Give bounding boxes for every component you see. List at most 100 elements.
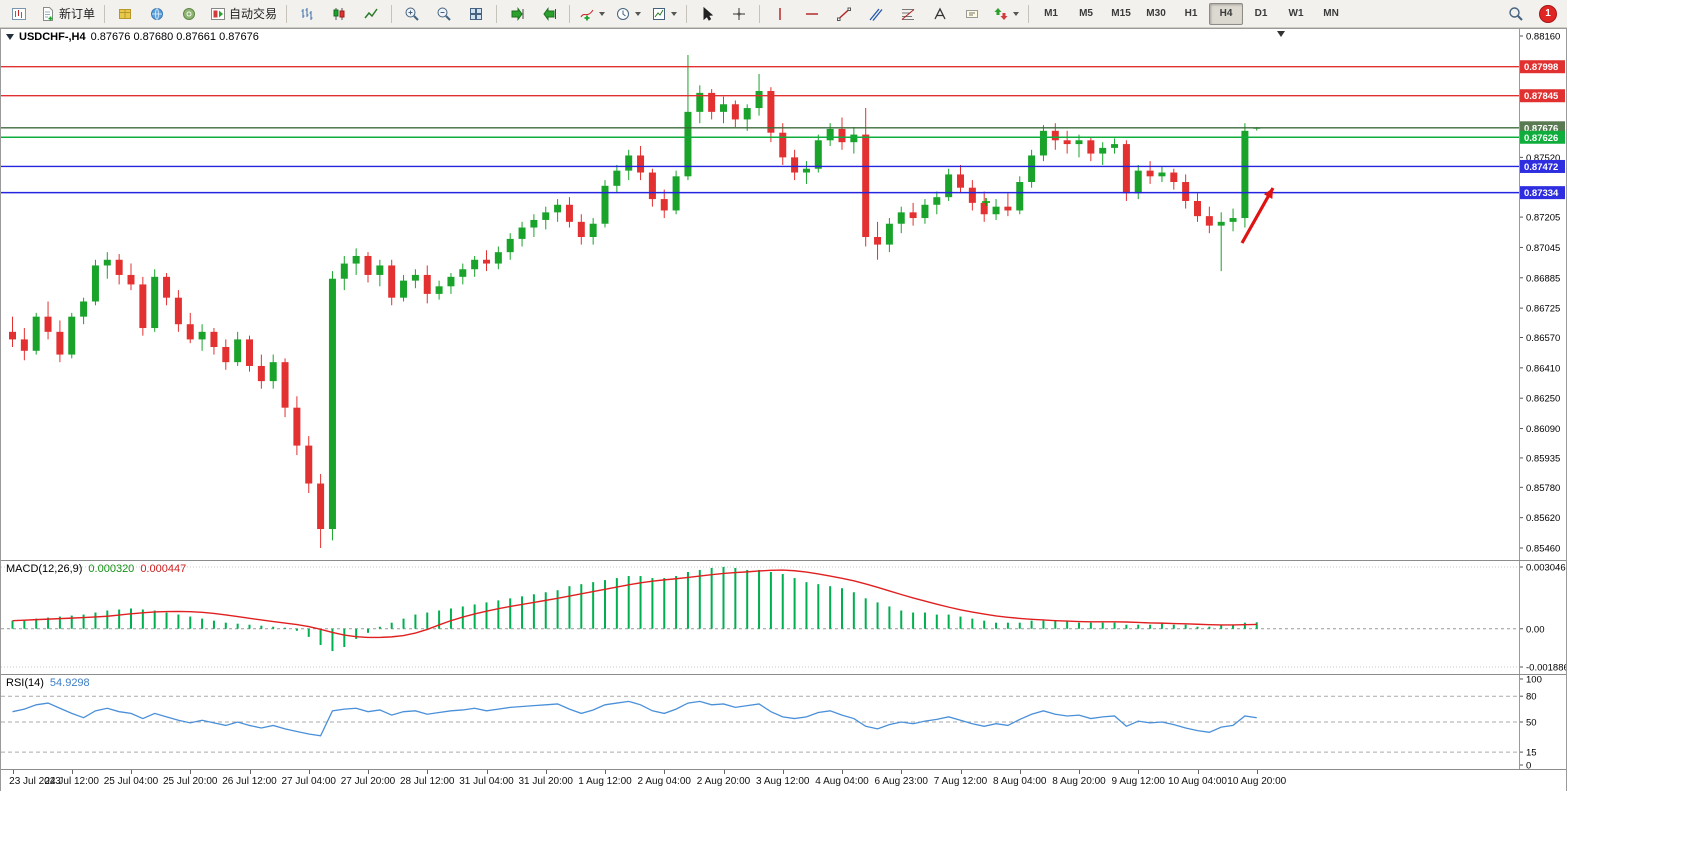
- time-axis-label: 2 Aug 20:00: [696, 776, 751, 787]
- macd-histogram-bar: [995, 622, 998, 629]
- pane-splitter[interactable]: [1, 674, 1566, 675]
- macd-histogram-bar: [627, 576, 630, 629]
- macd-histogram-bar: [1018, 622, 1021, 629]
- candle-bear: [174, 290, 182, 332]
- time-axis-label: 7 Aug 12:00: [933, 776, 988, 787]
- zoom-out-button[interactable]: [429, 2, 459, 26]
- time-axis-label: 8 Aug 20:00: [1052, 776, 1106, 787]
- macd-histogram-bar: [1184, 624, 1187, 629]
- candle-bear: [909, 202, 917, 226]
- tile-windows-button[interactable]: [461, 2, 491, 26]
- price-chart-pane[interactable]: 0.88160 0.87520 0.87205 0.87045 0.86885 0.867…: [1, 29, 1566, 560]
- templates-button[interactable]: [647, 2, 681, 26]
- dropdown-caret-icon: [635, 11, 642, 16]
- vertical-line-tool-button[interactable]: [765, 2, 795, 26]
- bar-chart-mode-button[interactable]: [292, 2, 322, 26]
- price-axis-tick: 0.85620: [1526, 513, 1560, 524]
- trendline-tool-button[interactable]: [829, 2, 859, 26]
- macd-histogram-bar: [923, 612, 926, 629]
- macd-histogram-bar: [11, 620, 14, 629]
- candlestick-mode-button[interactable]: [324, 2, 354, 26]
- macd-histogram-bar: [1160, 622, 1163, 629]
- candle-bull: [1241, 123, 1249, 228]
- periods-button[interactable]: [611, 2, 645, 26]
- candle-bull: [885, 218, 893, 253]
- new-order-button[interactable]: 新订单: [36, 2, 99, 26]
- text-tool-button[interactable]: [925, 2, 955, 26]
- time-axis-tick: [131, 770, 132, 774]
- chart-shift-marker[interactable]: [1277, 31, 1285, 37]
- candle-bear: [210, 328, 218, 355]
- indicators-button[interactable]: [575, 2, 609, 26]
- candle-bull: [411, 269, 419, 289]
- time-axis[interactable]: 23 Jul 2023 24 Jul 12:00 25 Jul 04:00 25 Ju…: [1, 769, 1566, 791]
- candle-bull: [755, 73, 763, 116]
- search-icon: [1509, 6, 1523, 21]
- price-tag-label: 0.87334: [1524, 188, 1559, 199]
- time-axis-tick: [1138, 770, 1140, 774]
- arrow-annotation[interactable]: [1240, 187, 1275, 244]
- fibonacci-tool-button[interactable]: [893, 2, 923, 26]
- equidistant-channel-icon: [869, 8, 883, 21]
- candle-bull: [328, 271, 336, 541]
- time-axis-tick: [1256, 770, 1258, 774]
- notification-badge[interactable]: 1: [1539, 4, 1557, 23]
- candle-bull: [151, 269, 159, 332]
- candle-bull: [933, 191, 941, 215]
- autotrading-button[interactable]: 自动交易: [206, 2, 281, 26]
- time-axis-label: 24 Jul 12:00: [44, 776, 100, 787]
- community-button[interactable]: [142, 2, 172, 26]
- rsi-indicator-pane[interactable]: 100 80 50 15 0: [1, 675, 1566, 769]
- search-button[interactable]: [1501, 2, 1531, 26]
- zoom-out-icon: [437, 7, 451, 21]
- new-chart-button[interactable]: [4, 2, 34, 26]
- candle-bear: [20, 328, 28, 361]
- timeframe-button-m1[interactable]: M1: [1044, 8, 1058, 19]
- timeframe-button-h4[interactable]: H4: [1209, 2, 1244, 25]
- candle-bear: [257, 354, 265, 389]
- channel-tool-button[interactable]: [861, 2, 891, 26]
- macd-histogram-bar: [426, 612, 429, 629]
- macd-indicator-pane[interactable]: 0.003046 0.00 -0.001886: [1, 561, 1566, 674]
- time-axis-label: 6 Aug 23:00: [874, 776, 928, 787]
- metaeditor-button[interactable]: [110, 2, 140, 26]
- arrows-tool-button[interactable]: [989, 2, 1023, 26]
- timeframe-button-h1[interactable]: H1: [1184, 8, 1198, 19]
- macd-histogram-bar: [438, 610, 441, 629]
- pane-splitter[interactable]: [1, 560, 1566, 561]
- timeframe-button-m5[interactable]: M5: [1079, 8, 1093, 19]
- chart-shift-button[interactable]: [534, 2, 564, 26]
- macd-histogram-bar: [35, 618, 38, 629]
- candle-bear: [364, 252, 372, 283]
- macd-histogram-bar: [449, 608, 452, 629]
- time-axis-tick: [1197, 770, 1199, 774]
- macd-histogram-bar: [248, 624, 251, 629]
- candle-bull: [1039, 125, 1047, 162]
- macd-histogram-bar: [698, 569, 701, 629]
- macd-axis-tick: 0.00: [1526, 624, 1545, 635]
- candle-bull: [992, 199, 1000, 220]
- cursor-tool-button[interactable]: [692, 2, 722, 26]
- timeframe-button-d1[interactable]: D1: [1254, 8, 1268, 19]
- text-label-tool-button[interactable]: [957, 2, 987, 26]
- line-chart-mode-button[interactable]: [356, 2, 386, 26]
- timeframe-button-w1[interactable]: W1: [1288, 8, 1304, 19]
- macd-histogram-bar: [971, 618, 974, 629]
- timeframe-button-mn[interactable]: MN: [1323, 8, 1339, 19]
- timeframe-button-m30[interactable]: M30: [1146, 8, 1166, 19]
- time-axis-tick: [901, 770, 903, 774]
- macd-histogram-bar: [343, 628, 346, 648]
- crosshair-tool-button[interactable]: [724, 2, 754, 26]
- market-button[interactable]: [174, 2, 204, 26]
- symbol-dropdown-icon[interactable]: [6, 34, 14, 40]
- macd-histogram-bar: [130, 608, 132, 629]
- timeframe-button-m15[interactable]: M15: [1111, 8, 1131, 19]
- macd-histogram-bar: [295, 628, 298, 631]
- horizontal-line-tool-button[interactable]: [797, 2, 827, 26]
- zoom-in-button[interactable]: [397, 2, 427, 26]
- macd-histogram-bar: [959, 616, 962, 629]
- candle-bull: [1134, 164, 1142, 200]
- horizontal-line-icon: [806, 12, 819, 15]
- time-axis-label: 27 Jul 04:00: [281, 776, 337, 787]
- auto-scroll-button[interactable]: [502, 2, 532, 26]
